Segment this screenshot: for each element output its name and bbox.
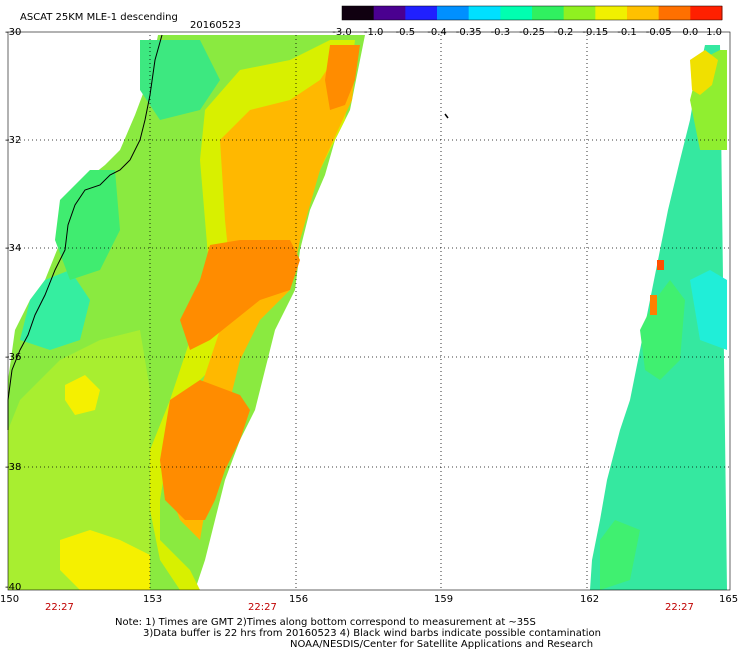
colorbar-label: -0.15 (582, 27, 608, 38)
time-label: 22:27 (45, 602, 74, 613)
map-title: ASCAT 25KM MLE-1 descending (20, 12, 178, 23)
colorbar-segment (373, 6, 406, 20)
lon-label: 156 (289, 594, 308, 605)
colorbar-segment (500, 6, 533, 20)
time-label: 22:27 (248, 602, 277, 613)
colorbar-segment (437, 6, 470, 20)
lat-label: -40 (5, 582, 21, 593)
lon-label: 159 (434, 594, 453, 605)
lon-label: 150 (0, 594, 19, 605)
lat-label: -30 (5, 27, 21, 38)
colorbar-label: -0.05 (646, 27, 672, 38)
colorbar: -3.0 -1.0 -0.5 -0.4 -0.35 -0.3 -0.25 -0.2 -0.15-… (332, 5, 723, 38)
colorbar-label: -0.25 (519, 27, 545, 38)
colorbar-segment (342, 6, 375, 20)
lon-label: 153 (143, 594, 162, 605)
note-line: 3)Data buffer is 22 hrs from 20160523 4)… (143, 628, 601, 639)
colorbar-label: -0.5 (396, 27, 416, 38)
time-label: 22:27 (665, 602, 694, 613)
graticule (8, 35, 730, 590)
coastline (7, 34, 163, 430)
colorbar-label: -3.0 (332, 27, 352, 38)
lon-label: 162 (580, 594, 599, 605)
lat-label: -38 (5, 462, 21, 473)
lat-labels: -30 -32 -34 -36 -38 -40 (5, 27, 21, 593)
colorbar-segment (658, 6, 691, 20)
colorbar-segment (468, 6, 501, 20)
colorbar-segment (405, 6, 438, 20)
right-swath (590, 45, 727, 590)
colorbar-segment (595, 6, 628, 20)
note-line: NOAA/NESDIS/Center for Satellite Applica… (290, 639, 593, 650)
lat-label: -34 (5, 243, 21, 254)
colorbar-segment (627, 6, 660, 20)
time-labels: 22:27 22:27 22:27 (45, 602, 694, 613)
lat-label: -32 (5, 135, 21, 146)
lon-labels: 150 153 156 159 162 165 (0, 594, 738, 605)
colorbar-label: -0.1 (617, 27, 637, 38)
colorbar-label: 0.0 (682, 27, 698, 38)
colorbar-label: -0.4 (427, 27, 447, 38)
colorbar-segment (690, 6, 723, 20)
colorbar-segment (532, 6, 565, 20)
wind-barb (444, 113, 449, 119)
left-swath (8, 35, 365, 590)
map-frame (7, 31, 731, 591)
lon-label: 165 (719, 594, 738, 605)
colorbar-label: -0.3 (491, 27, 511, 38)
colorbar-border (341, 5, 723, 21)
colorbar-label: -0.2 (554, 27, 574, 38)
notes: Note: 1) Times are GMT 2)Times along bot… (115, 617, 601, 650)
colorbar-label: -0.35 (456, 27, 482, 38)
colorbar-label: 1.0 (706, 27, 722, 38)
colorbar-label: -1.0 (364, 27, 384, 38)
note-line: Note: 1) Times are GMT 2)Times along bot… (115, 617, 536, 628)
lat-label: -36 (5, 352, 21, 363)
map-date: 20160523 (190, 20, 241, 31)
colorbar-segment (563, 6, 596, 20)
